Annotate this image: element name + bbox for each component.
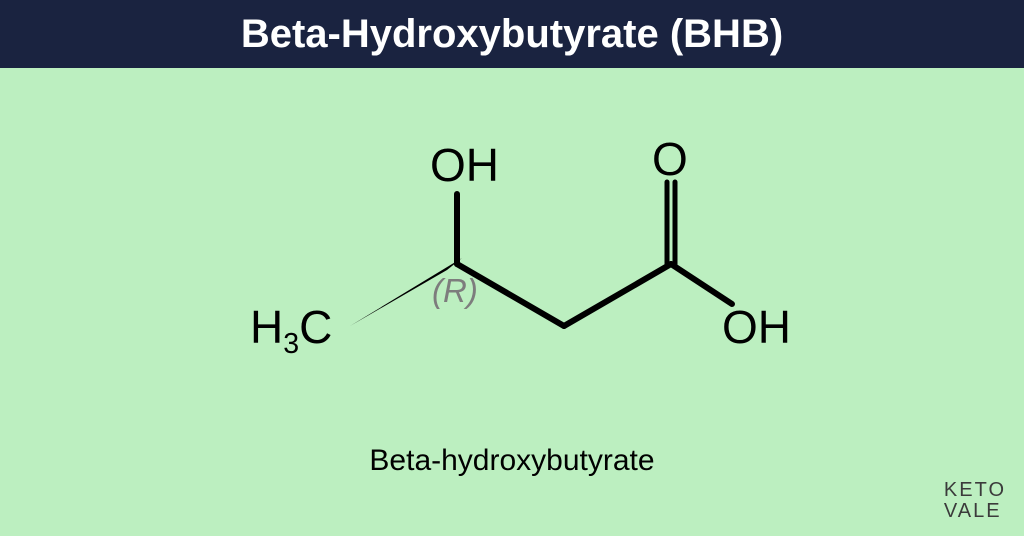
label-h3c: H3C [250, 304, 332, 350]
content-panel: OH O H3C OH (R) Beta-hydroxybutyrate KET… [0, 68, 1024, 536]
label-o-top: O [652, 136, 688, 182]
molecule-structure: OH O H3C OH (R) [232, 136, 792, 416]
page-title: Beta-Hydroxybutyrate (BHB) [241, 12, 783, 57]
label-oh-top: OH [430, 142, 499, 188]
header-bar: Beta-Hydroxybutyrate (BHB) [0, 0, 1024, 68]
label-oh-right: OH [722, 304, 791, 350]
label-h3c-c: C [299, 301, 332, 353]
label-stereo: (R) [432, 274, 478, 307]
logo-line2: VALE [944, 501, 1006, 522]
molecule-caption: Beta-hydroxybutyrate [369, 444, 654, 478]
bond-diagram [232, 136, 792, 416]
brand-logo: KETO VALE [944, 480, 1006, 522]
logo-line1: KETO [944, 480, 1006, 501]
label-h3c-sub: 3 [283, 328, 299, 360]
label-h3c-h: H [250, 301, 283, 353]
